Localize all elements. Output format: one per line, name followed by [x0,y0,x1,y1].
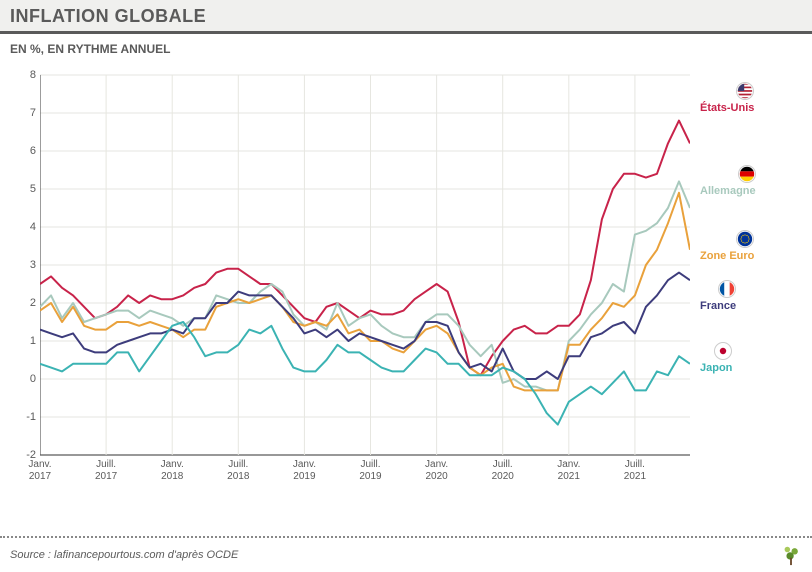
y-tick-label: 2 [18,297,36,309]
y-tick-label: 5 [18,183,36,195]
logo-icon [780,544,802,566]
legend-label: France [700,300,736,312]
flag-icon [736,230,754,248]
x-tick-label: Janv.2019 [293,455,316,483]
y-tick-label: 0 [18,373,36,385]
legend-label: Japon [700,362,732,374]
legend-item: Zone Euro [700,230,754,262]
x-tick-label: Juill.2017 [95,455,117,483]
flag-icon [718,280,736,298]
source-text: Source : lafinancepourtous.com d'après O… [10,549,238,561]
footer: Source : lafinancepourtous.com d'après O… [0,536,812,572]
chart-title: INFLATION GLOBALE [10,6,802,27]
y-tick-label: 4 [18,221,36,233]
x-tick-label: Janv.2017 [28,455,51,483]
x-tick-label: Juill.2021 [624,455,646,483]
x-tick-label: Juill.2020 [492,455,514,483]
legend-item: États-Unis [700,82,754,114]
flag-icon [738,165,756,183]
y-tick-label: 8 [18,69,36,81]
legend-item: Allemagne [700,165,756,197]
legend-item: France [700,280,736,312]
chart-subtitle: EN %, EN RYTHME ANNUEL [0,34,812,58]
flag-icon [736,82,754,100]
x-tick-label: Janv.2021 [557,455,580,483]
chart-area: -2-1012345678Janv.2017Juill.2017Janv.201… [10,70,802,520]
legend-item: Japon [700,342,732,374]
y-tick-label: 6 [18,145,36,157]
legend-label: Zone Euro [700,250,754,262]
y-tick-label: 1 [18,335,36,347]
plot-area: -2-1012345678Janv.2017Juill.2017Janv.201… [40,70,690,490]
x-tick-label: Janv.2020 [425,455,448,483]
title-bar: INFLATION GLOBALE [0,0,812,34]
y-tick-label: 3 [18,259,36,271]
y-tick-label: 7 [18,107,36,119]
legend-label: Allemagne [700,185,756,197]
line-chart-svg [40,70,690,490]
legend-label: États-Unis [700,102,754,114]
x-tick-label: Janv.2018 [161,455,184,483]
y-tick-label: -1 [18,411,36,423]
flag-icon [714,342,732,360]
x-tick-label: Juill.2019 [359,455,381,483]
x-tick-label: Juill.2018 [227,455,249,483]
